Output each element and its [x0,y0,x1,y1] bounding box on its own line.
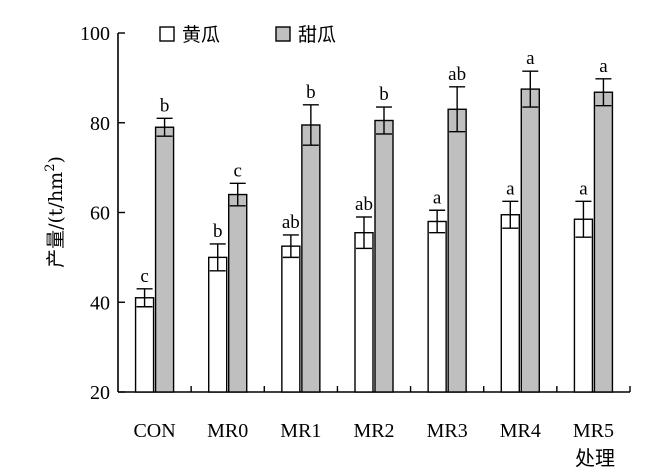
significance-label: a [579,178,588,199]
bar-cucumber-con [134,297,155,393]
y-tick-label: 60 [90,203,110,225]
bar-cucumber-mr1 [281,245,301,393]
significance-label: a [433,187,442,208]
bar-melon-con [154,126,175,393]
bar-melon-mr2 [374,119,394,393]
significance-label: b [160,95,170,116]
significance-label: b [306,82,316,103]
x-axis-title: 处理 [575,447,615,470]
significance-label: a [506,178,515,199]
x-category-label: CON [133,420,175,442]
bar-cucumber-mr0 [208,256,228,393]
x-category-label: MR3 [427,420,468,442]
x-axis-categories: CON MR0 MR1 MR2 MR3 MR4 MR5 [133,420,614,442]
legend-swatch [159,26,175,42]
x-category-label: MR4 [500,420,541,442]
bar-melon-mr3 [447,108,467,393]
y-tick-label: 100 [80,23,110,45]
significance-label: c [233,160,241,181]
bar-cucumber-mr5 [573,218,594,393]
legend-label: 黄瓜 [182,24,220,46]
y-tick-label: 80 [90,113,110,135]
significance-label: b [379,84,389,105]
significance-label: b [213,221,223,242]
x-category-label: MR2 [353,420,394,442]
bar-melon-mr4 [520,88,540,393]
y-axis-title-sup: 2 [43,164,58,172]
bar-cucumber-mr2 [354,231,374,393]
y-axis-title-text: 产量/(t/hm2) [43,156,67,268]
bar-cucumber-mr4 [500,214,520,393]
bar-cucumber-mr3 [427,220,447,393]
bar-melon-mr0 [228,193,248,393]
bar-melon-mr1 [301,124,321,393]
y-tick-label: 40 [90,292,110,314]
significance-label: ab [448,64,466,85]
bars: c b b c ab b ab b a ab a a a a [134,48,614,393]
x-category-label: MR5 [573,420,614,442]
significance-label: c [140,266,148,287]
significance-label: ab [355,194,373,215]
y-tick-label: 20 [90,382,110,404]
significance-label: a [599,56,608,77]
legend: 黄瓜 甜瓜 [159,24,336,46]
bar-melon-mr5 [593,91,614,393]
legend-label: 甜瓜 [298,24,336,46]
significance-label: ab [282,212,300,233]
significance-label: a [526,48,535,69]
y-axis-title-tail: ) [45,156,67,163]
legend-swatch [275,26,291,42]
axes: 20 40 60 80 100 [80,23,631,404]
y-axis-title-main: 产量/(t/hm [45,172,67,268]
x-category-label: MR0 [207,420,248,442]
x-category-label: MR1 [280,420,321,442]
y-axis-title: 产量/(t/hm2) [43,156,67,268]
